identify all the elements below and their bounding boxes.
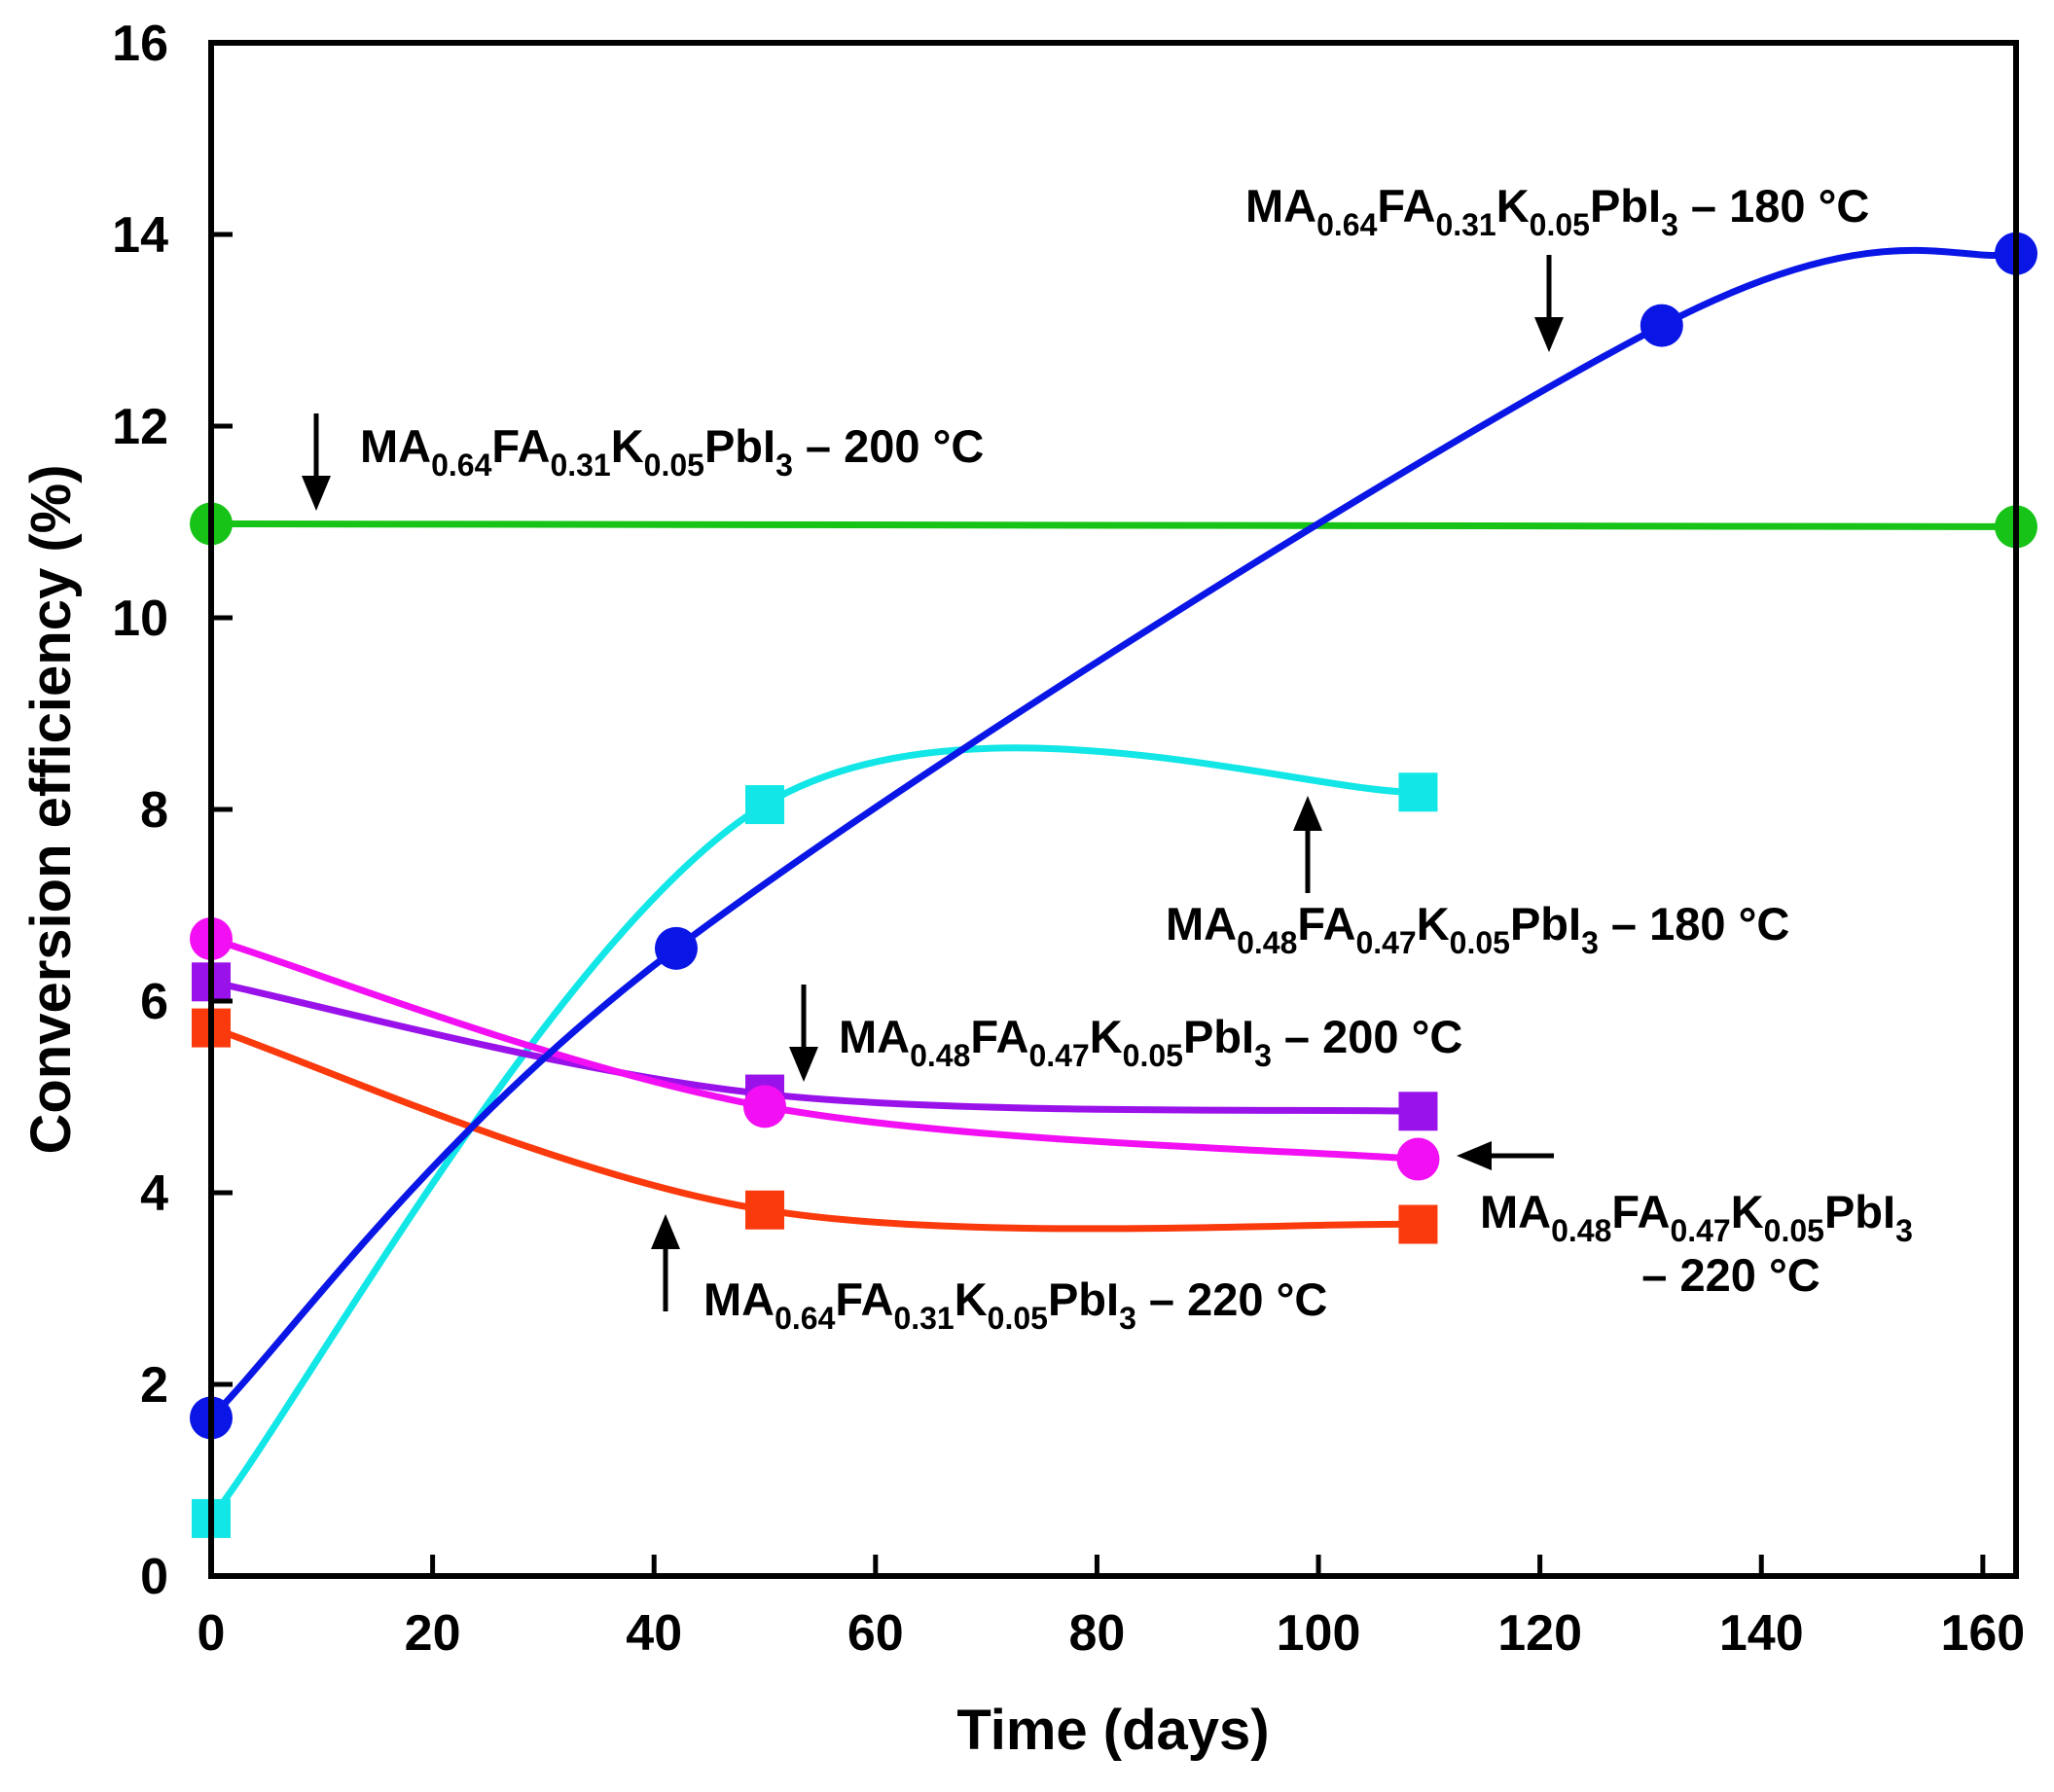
- y-tick-label: 14: [112, 207, 168, 264]
- data-point-circle: [743, 1085, 787, 1129]
- annotation-label: MA0.48​FA0.47​K0.05​PbI3​: [1480, 1186, 1913, 1248]
- data-point-square: [1398, 1092, 1438, 1131]
- y-tick-label: 16: [112, 16, 168, 72]
- markers-layer: [190, 232, 2037, 1538]
- annotation-label-line2: – 220 °C: [1641, 1249, 1820, 1301]
- annotation-label: MA0.48​FA0.47​K0.05​PbI3​ – 180 °C: [1166, 898, 1789, 960]
- annotation-label: MA0.64​FA0.31​K0.05​PbI3​ – 220 °C: [703, 1273, 1327, 1336]
- y-tick-label: 8: [140, 782, 168, 839]
- x-tick-label: 60: [847, 1605, 904, 1662]
- annotation-label: MA0.48​FA0.47​K0.05​PbI3​ – 200 °C: [839, 1011, 1462, 1073]
- annotation-arrow-head: [651, 1214, 680, 1249]
- data-point-square: [745, 785, 785, 825]
- y-tick-label: 12: [112, 399, 168, 455]
- annotation-label: MA0.64​FA0.31​K0.05​PbI3​ – 180 °C: [1245, 180, 1869, 242]
- x-tick-label: 20: [405, 1605, 461, 1662]
- data-point-circle: [1396, 1137, 1440, 1181]
- y-tick-label: 10: [112, 591, 168, 647]
- y-tick-label: 6: [140, 974, 168, 1030]
- data-point-square: [745, 1190, 785, 1230]
- y-tick-label: 0: [140, 1549, 168, 1605]
- annotation-arrow-head: [789, 1047, 818, 1082]
- x-axis-title: Time (days): [956, 1699, 1269, 1762]
- x-tick-label: 40: [626, 1605, 682, 1662]
- x-tick-label: 120: [1497, 1605, 1582, 1662]
- annotation-arrow-head: [302, 476, 331, 511]
- x-tick-label: 100: [1277, 1605, 1361, 1662]
- x-tick-label: 140: [1719, 1605, 1804, 1662]
- annotation-arrow-head: [1293, 796, 1322, 831]
- annotations-layer: MA0.64​FA0.31​K0.05​PbI3​ – 180 °C MA0.64…: [302, 180, 1913, 1336]
- annotation-arrow-head: [1534, 317, 1564, 352]
- y-axis-title: Conversion efficiency (%): [19, 464, 83, 1154]
- x-tick-label: 80: [1069, 1605, 1126, 1662]
- data-point-square: [1398, 1204, 1438, 1244]
- y-tick-label: 2: [140, 1357, 168, 1414]
- series-line: [207, 744, 1422, 1523]
- ticks-layer: 0 20 40 60 80 100 120 140 160 0 2 4 6 8 10 12 14 16: [112, 16, 2025, 1662]
- data-point-circle: [654, 926, 698, 970]
- data-point-square: [1398, 772, 1438, 812]
- x-tick-label: 160: [1940, 1605, 2025, 1662]
- annotation-arrow-head: [1457, 1141, 1492, 1170]
- series-line: [207, 520, 2020, 530]
- series-layer: [207, 246, 2020, 1523]
- data-point-circle: [1640, 304, 1683, 347]
- y-tick-label: 4: [140, 1165, 168, 1222]
- series-line: [207, 246, 2020, 1421]
- x-tick-label: 0: [198, 1605, 226, 1662]
- annotation-label: MA0.64​FA0.31​K0.05​PbI3​ – 200 °C: [360, 420, 984, 483]
- plot-frame: [208, 40, 2019, 1579]
